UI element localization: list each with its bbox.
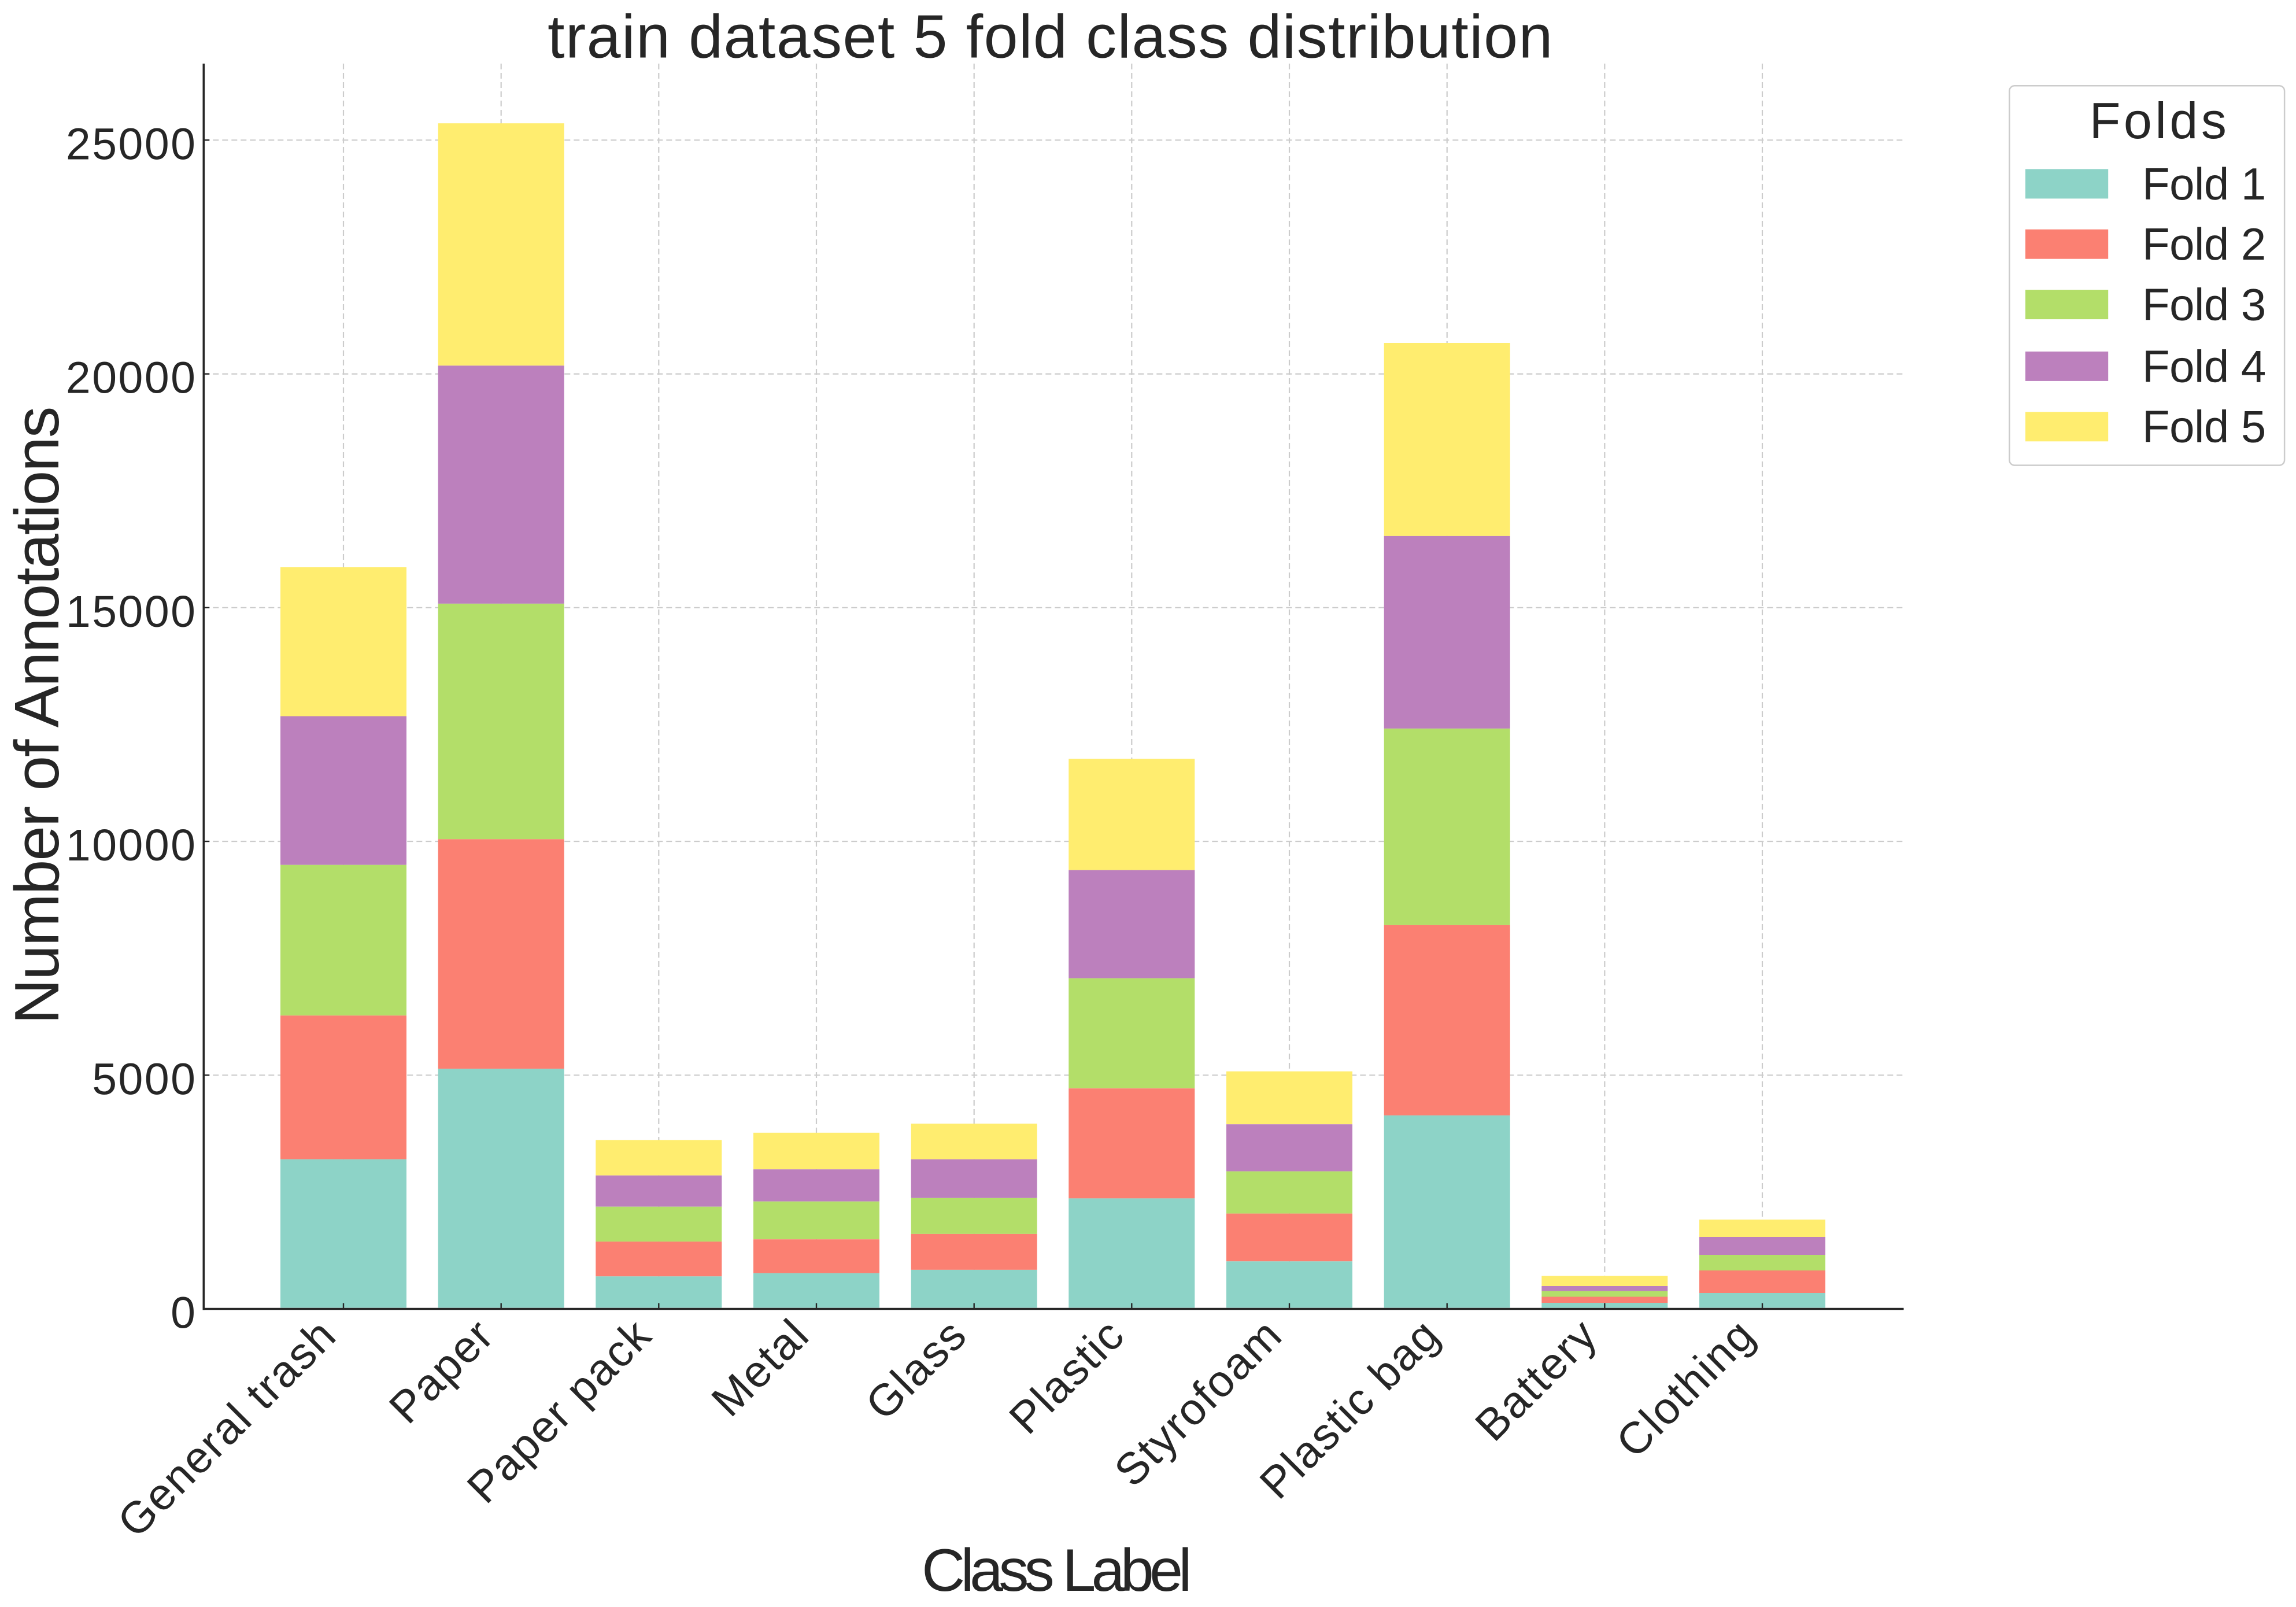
svg-text:Fold 3: Fold 3 [2142, 279, 2266, 330]
svg-text:Fold 1: Fold 1 [2142, 158, 2266, 209]
svg-text:Fold 5: Fold 5 [2142, 401, 2266, 452]
svg-text:Fold 4: Fold 4 [2142, 341, 2266, 391]
svg-text:train dataset 5 fold class dis: train dataset 5 fold class distribution [548, 3, 1554, 71]
svg-text:20000: 20000 [66, 353, 197, 403]
svg-text:Folds: Folds [2090, 92, 2230, 149]
svg-text:25000: 25000 [66, 119, 197, 169]
svg-text:15000: 15000 [66, 587, 197, 637]
svg-text:Class Label: Class Label [922, 1537, 1188, 1604]
svg-text:Fold 2: Fold 2 [2142, 219, 2266, 269]
svg-text:0: 0 [171, 1288, 197, 1338]
svg-text:Number of Annotations: Number of Annotations [2, 408, 72, 1025]
svg-text:10000: 10000 [66, 821, 197, 870]
svg-text:5000: 5000 [92, 1054, 197, 1104]
